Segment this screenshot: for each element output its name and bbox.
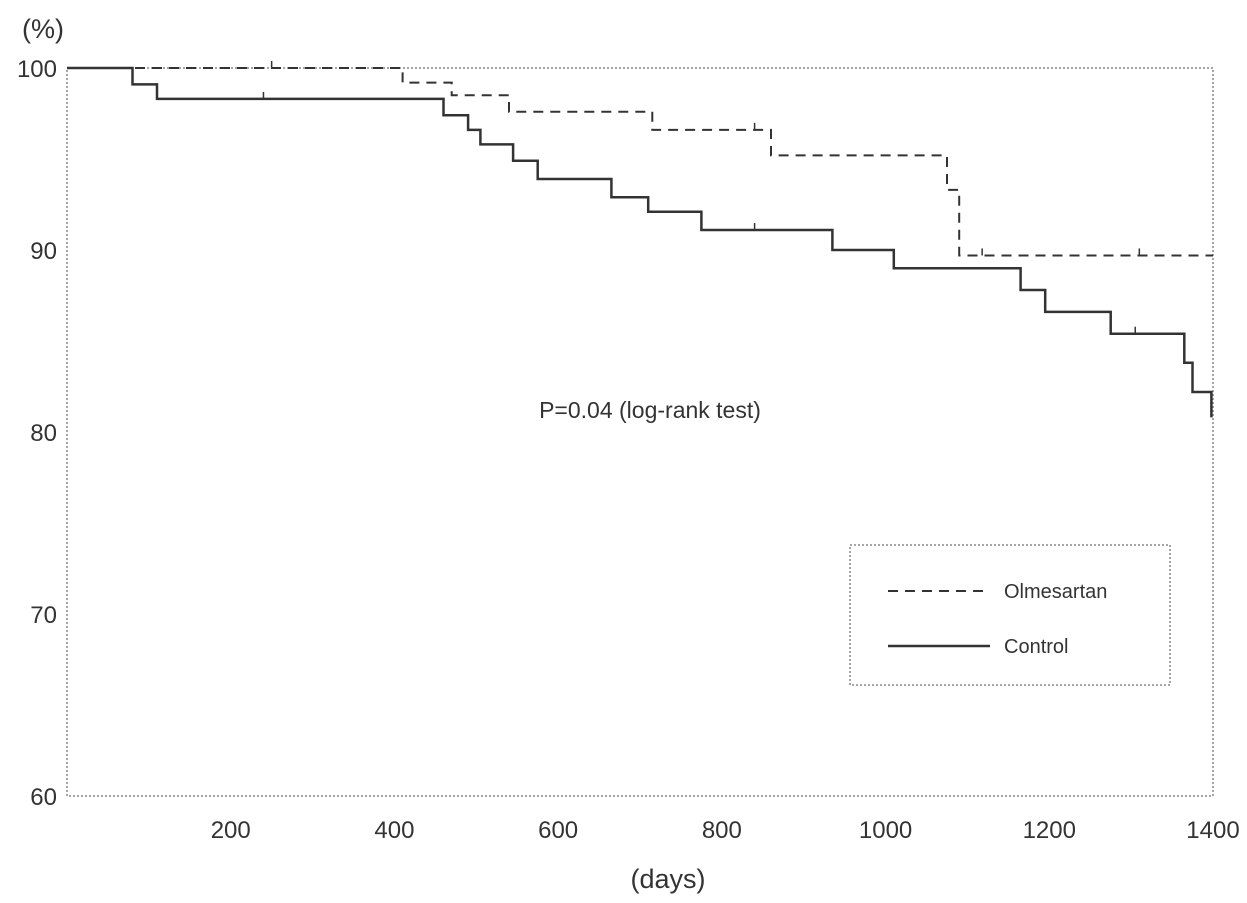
series-layer bbox=[67, 61, 1213, 418]
series-line-control bbox=[67, 66, 1213, 418]
x-tick-label: 1400 bbox=[1186, 817, 1239, 844]
y-tick-label: 80 bbox=[30, 420, 57, 447]
x-tick-label: 1000 bbox=[859, 817, 912, 844]
y-tick-label: 90 bbox=[30, 238, 57, 265]
x-tick-label: 400 bbox=[374, 817, 414, 844]
series-line-olmesartan bbox=[67, 67, 1213, 257]
x-tick-label: 200 bbox=[211, 817, 251, 844]
legend-label-olmesartan: Olmesartan bbox=[1004, 581, 1107, 603]
y-tick-label: 60 bbox=[30, 784, 57, 811]
y-tick-label: 100 bbox=[17, 56, 57, 83]
p-value-annotation: P=0.04 (log-rank test) bbox=[539, 397, 761, 423]
x-tick-label: 1200 bbox=[1023, 817, 1076, 844]
legend-box bbox=[849, 544, 1171, 686]
legend-label-control: Control bbox=[1004, 636, 1068, 658]
y-axis-label: (%) bbox=[22, 14, 64, 44]
x-axis-label: (days) bbox=[630, 864, 705, 894]
legend: Olmesartan Control bbox=[849, 544, 1171, 686]
plot-frame bbox=[66, 67, 1214, 797]
tick-layer: 200 400 600 800 1000 1200 1400 100 90 80 70 60 bbox=[17, 56, 1240, 844]
x-tick-label: 600 bbox=[538, 817, 578, 844]
x-tick-label: 800 bbox=[702, 817, 742, 844]
y-tick-label: 70 bbox=[30, 602, 57, 629]
